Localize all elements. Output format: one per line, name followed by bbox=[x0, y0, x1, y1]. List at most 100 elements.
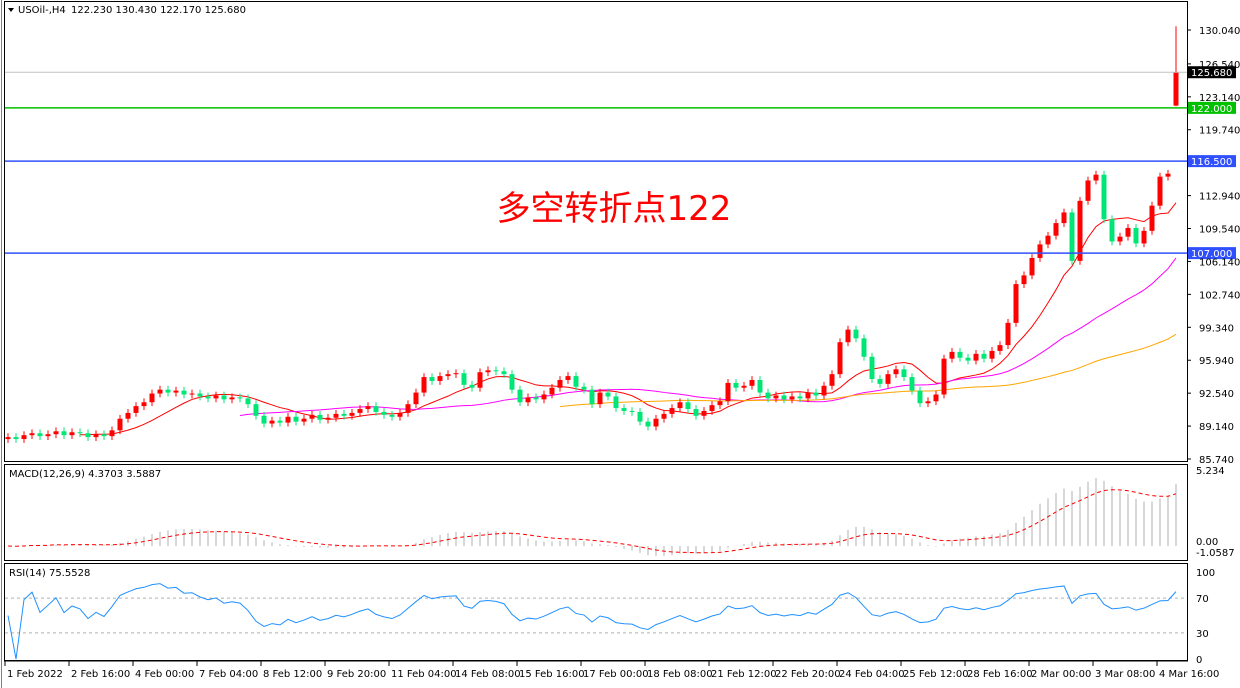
candle bbox=[701, 407, 707, 420]
candle-body bbox=[53, 431, 59, 435]
price-panel[interactable] bbox=[4, 1, 1188, 462]
candle bbox=[629, 407, 635, 416]
candle bbox=[741, 381, 747, 392]
candle-body bbox=[141, 402, 147, 407]
candle-body bbox=[637, 411, 643, 422]
candle-body bbox=[1045, 235, 1051, 245]
rsi-label: RSI(14) 75.5528 bbox=[9, 568, 90, 579]
candle-body bbox=[589, 389, 595, 405]
x-tick-label: 17 Feb 00:00 bbox=[583, 669, 649, 680]
y-tick-label: 119.740 bbox=[1199, 126, 1240, 137]
candle-body bbox=[13, 437, 19, 440]
candle-body bbox=[573, 376, 579, 387]
candle-body bbox=[293, 416, 299, 422]
candle bbox=[1093, 170, 1099, 185]
candle-body bbox=[837, 342, 843, 375]
candle bbox=[1069, 208, 1075, 265]
candle bbox=[237, 393, 243, 403]
y-tick-label: 112.940 bbox=[1199, 192, 1240, 203]
candle-body bbox=[1053, 223, 1059, 236]
candle bbox=[637, 408, 643, 426]
candle-body bbox=[1165, 173, 1171, 177]
candle bbox=[477, 368, 483, 392]
candle bbox=[1133, 224, 1139, 248]
candle bbox=[877, 375, 883, 388]
candle-body bbox=[485, 370, 491, 373]
candle-body bbox=[181, 390, 187, 395]
candle-body bbox=[165, 389, 171, 393]
rsi-layer: 100 70 30 0 bbox=[5, 568, 1215, 666]
candle-body bbox=[701, 410, 707, 416]
candle bbox=[733, 379, 739, 392]
candle-body bbox=[813, 392, 819, 396]
candle bbox=[997, 341, 1003, 355]
level-tag-text: 116.500 bbox=[1191, 157, 1232, 168]
candle bbox=[125, 409, 131, 423]
candle-body bbox=[605, 392, 611, 397]
candle-body bbox=[1141, 230, 1147, 244]
macd-y-label: 5.234 bbox=[1196, 466, 1225, 477]
candle bbox=[29, 429, 35, 440]
candle-body bbox=[653, 418, 659, 427]
x-tick-label: 21 Feb 12:00 bbox=[711, 669, 777, 680]
candle bbox=[757, 376, 763, 397]
candle bbox=[389, 410, 395, 421]
candle-body bbox=[909, 377, 915, 391]
candle-body bbox=[261, 415, 267, 424]
candle bbox=[989, 347, 995, 363]
candle bbox=[325, 413, 331, 424]
macd-panel[interactable] bbox=[4, 464, 1188, 561]
candle-body bbox=[205, 396, 211, 399]
candle bbox=[541, 390, 547, 404]
candle-body bbox=[893, 369, 899, 375]
candle bbox=[69, 428, 75, 440]
x-tick-label: 24 Feb 04:00 bbox=[839, 669, 905, 680]
candle-body bbox=[389, 414, 395, 417]
rsi-y-label: 0 bbox=[1196, 655, 1202, 666]
ma-mid-line bbox=[239, 257, 1177, 416]
collapse-arrow-icon[interactable] bbox=[8, 8, 14, 12]
y-tick-label: 102.740 bbox=[1199, 290, 1240, 301]
ohlc-label: 122.230 130.430 122.170 125.680 bbox=[71, 5, 246, 16]
candle bbox=[493, 366, 499, 376]
candle bbox=[749, 376, 755, 390]
candle-body bbox=[869, 356, 875, 380]
candle bbox=[117, 414, 123, 435]
rsi-y-label: 30 bbox=[1196, 629, 1209, 640]
candle-body bbox=[805, 392, 811, 399]
candle-body bbox=[565, 376, 571, 380]
candle bbox=[1045, 231, 1051, 249]
rsi-y-label: 100 bbox=[1196, 568, 1215, 579]
candle bbox=[613, 392, 619, 412]
candle bbox=[421, 373, 427, 397]
candle bbox=[1109, 215, 1115, 246]
candle bbox=[357, 405, 363, 417]
candle bbox=[53, 427, 59, 439]
candle-body bbox=[125, 412, 131, 419]
candle-body bbox=[1061, 212, 1067, 224]
candle-body bbox=[845, 329, 851, 343]
rsi-panel[interactable] bbox=[4, 563, 1188, 661]
candle bbox=[429, 373, 435, 385]
candle bbox=[13, 433, 19, 443]
time-axis: 1 Feb 2022 2 Feb 16:00 4 Feb 00:00 7 Feb 04… bbox=[4, 660, 1219, 680]
x-tick-label: 11 Feb 04:00 bbox=[391, 669, 457, 680]
candle bbox=[589, 385, 595, 409]
candle bbox=[965, 353, 971, 365]
candle bbox=[717, 397, 723, 410]
candle-body bbox=[861, 338, 867, 357]
candle-body bbox=[1133, 227, 1139, 244]
candle bbox=[101, 430, 107, 441]
candle bbox=[317, 410, 323, 424]
candle-body bbox=[1013, 284, 1019, 323]
candle-body bbox=[749, 379, 755, 386]
candle bbox=[973, 349, 979, 365]
candle-body bbox=[781, 395, 787, 400]
candle bbox=[845, 325, 851, 347]
candle bbox=[525, 393, 531, 407]
candle bbox=[405, 400, 411, 417]
candle-body bbox=[549, 387, 555, 395]
x-tick-label: 2 Feb 16:00 bbox=[71, 669, 130, 680]
candle bbox=[893, 365, 899, 379]
